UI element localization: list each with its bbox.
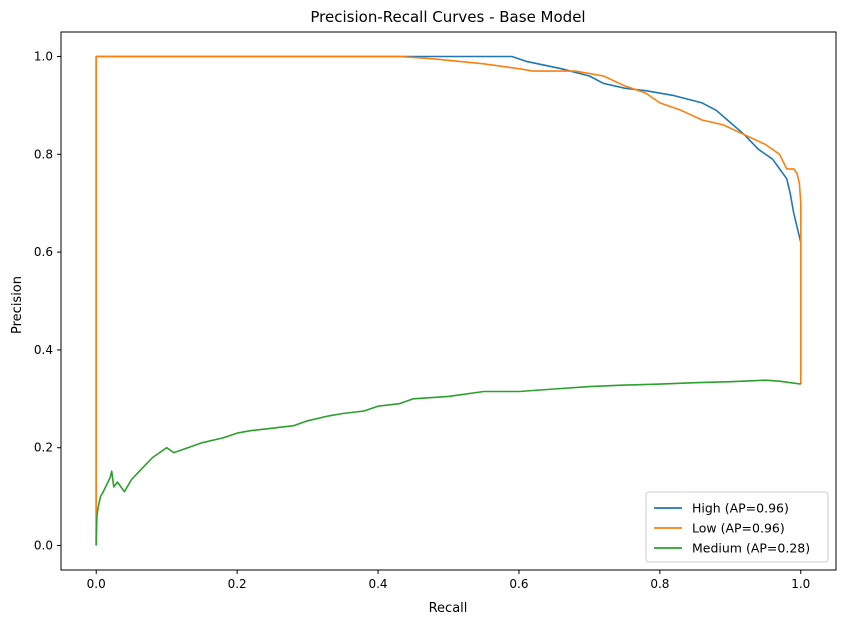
series-line-high (95, 55, 802, 546)
legend: High (AP=0.96) Low (AP=0.96) Medium (AP=0.… (645, 491, 829, 563)
x-tick-label-3: 0.6 (509, 577, 528, 591)
y-tick-label-2: 0.4 (34, 343, 53, 357)
y-tick-label-3: 0.6 (34, 245, 53, 259)
legend-label-1: Low (AP=0.96) (692, 521, 785, 536)
legend-label-0: High (AP=0.96) (692, 501, 789, 516)
series-line-low (95, 55, 802, 546)
y-tick-label-4: 0.8 (34, 147, 53, 161)
series-line-medium (95, 379, 801, 546)
chart-title: Precision-Recall Curves - Base Model (310, 8, 585, 26)
axes-frame (60, 31, 837, 571)
x-tick-label-1: 0.2 (228, 577, 247, 591)
series-lines (95, 55, 802, 546)
legend-box (645, 491, 829, 563)
legend-label-2: Medium (AP=0.28) (692, 541, 810, 556)
x-axis-label: Recall (429, 601, 468, 616)
y-tick-label-5: 1.0 (34, 49, 53, 63)
x-tick-label-5: 1.0 (791, 577, 810, 591)
y-tick-label-1: 0.2 (34, 441, 53, 455)
y-tick-label-0: 0.0 (34, 539, 53, 553)
x-tick-label-2: 0.4 (368, 577, 387, 591)
axis-ticks: 0.0 0.2 0.4 0.6 0.8 1.0 0.0 0.2 0.4 0.6 0.8 1.0 (34, 49, 810, 591)
y-axis-label: Precision (10, 276, 25, 334)
x-tick-label-0: 0.0 (87, 577, 106, 591)
x-tick-label-4: 0.8 (650, 577, 669, 591)
